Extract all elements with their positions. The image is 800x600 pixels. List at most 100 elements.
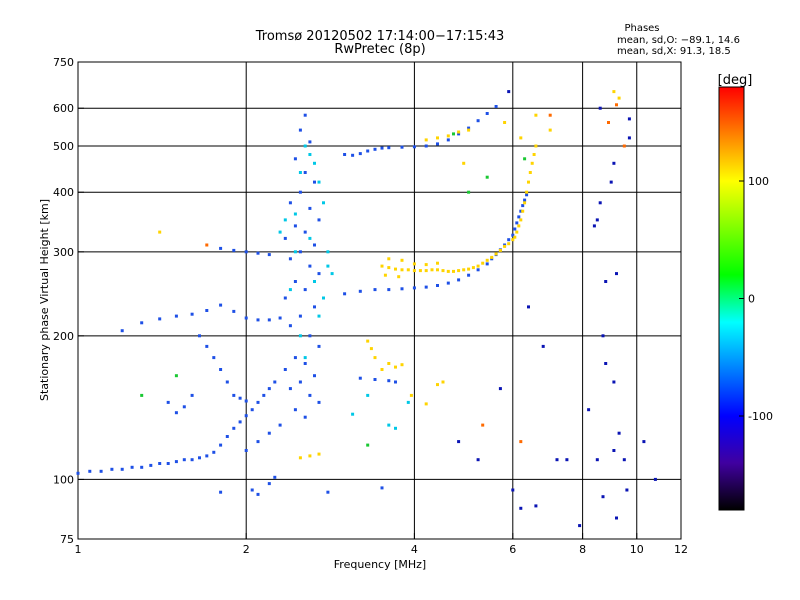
data-point — [250, 488, 254, 492]
data-point — [366, 393, 370, 397]
data-point — [481, 261, 485, 265]
data-point — [578, 524, 582, 528]
data-point — [326, 250, 330, 254]
data-point — [485, 175, 489, 179]
data-point — [612, 449, 616, 452]
data-point — [467, 126, 471, 130]
data-point — [288, 324, 292, 328]
phase-colorbar: [deg] 100 0 -100 — [718, 73, 773, 511]
x-axis-ticks: 1 2 4 6 8 10 12 — [75, 533, 688, 556]
data-point — [238, 396, 242, 400]
data-point — [507, 242, 511, 246]
data-point — [293, 356, 297, 360]
data-point — [387, 379, 391, 383]
data-point — [598, 201, 602, 205]
data-point — [565, 458, 569, 462]
data-point — [140, 393, 144, 397]
data-point — [515, 221, 519, 225]
data-point — [293, 250, 297, 254]
data-point — [462, 268, 466, 272]
data-point — [308, 140, 312, 144]
data-point — [244, 399, 248, 403]
data-point — [400, 287, 404, 291]
data-point — [232, 393, 236, 397]
plot-frame — [77, 61, 682, 540]
y-tick-label: 300 — [53, 246, 74, 259]
data-point — [225, 435, 229, 438]
data-point — [88, 469, 92, 473]
data-point — [517, 224, 521, 228]
data-point — [490, 255, 494, 259]
data-point — [317, 344, 321, 348]
data-point — [313, 180, 316, 184]
x-tick-label: 10 — [630, 543, 644, 556]
data-point — [273, 475, 277, 479]
data-point — [617, 96, 621, 100]
data-point — [430, 268, 434, 272]
data-point — [317, 180, 321, 184]
data-point — [446, 134, 450, 138]
data-point — [317, 218, 321, 222]
data-point — [380, 146, 384, 150]
data-point — [278, 316, 282, 320]
x-tick-label: 6 — [509, 543, 516, 556]
data-point — [604, 362, 608, 365]
data-point — [308, 153, 312, 156]
data-point — [322, 201, 325, 205]
data-point — [498, 248, 502, 252]
data-point — [615, 103, 618, 107]
data-point — [244, 414, 248, 418]
data-point — [283, 236, 287, 240]
data-point — [476, 268, 480, 272]
data-point — [373, 288, 377, 292]
data-point — [519, 218, 523, 222]
data-point — [511, 238, 515, 242]
data-point — [534, 504, 538, 508]
data-point — [627, 117, 631, 121]
data-point — [212, 450, 216, 454]
data-point — [534, 144, 538, 148]
data-point — [446, 138, 450, 142]
x-tick-label: 8 — [579, 543, 586, 556]
data-point — [457, 440, 461, 444]
data-point — [256, 318, 260, 322]
data-point — [343, 153, 347, 156]
data-point — [219, 303, 223, 307]
data-point — [485, 262, 489, 266]
data-point — [293, 157, 297, 161]
data-point — [256, 492, 260, 496]
data-point — [256, 251, 260, 255]
data-point — [441, 269, 445, 273]
data-point — [436, 383, 439, 387]
data-point — [471, 266, 475, 270]
data-point — [467, 273, 471, 277]
data-point — [190, 393, 194, 397]
data-point — [278, 230, 282, 234]
data-point — [530, 161, 534, 165]
data-point — [424, 138, 428, 142]
data-points — [76, 90, 657, 528]
data-point — [303, 288, 307, 292]
data-point — [436, 136, 439, 140]
data-point — [436, 268, 439, 272]
data-point — [609, 180, 613, 184]
data-point — [523, 157, 527, 161]
data-point — [262, 393, 266, 397]
data-point — [298, 250, 302, 254]
data-point — [308, 206, 312, 210]
data-point — [366, 443, 370, 447]
data-point — [303, 230, 307, 234]
data-point — [523, 201, 527, 205]
data-point — [387, 362, 391, 365]
data-point — [387, 423, 391, 427]
data-point — [256, 440, 260, 444]
data-point — [244, 449, 248, 452]
data-point — [424, 144, 428, 148]
data-point — [406, 400, 410, 404]
data-point — [288, 201, 292, 205]
data-point — [366, 149, 370, 153]
data-point — [298, 171, 302, 174]
data-point — [519, 209, 523, 213]
data-point — [400, 363, 404, 367]
